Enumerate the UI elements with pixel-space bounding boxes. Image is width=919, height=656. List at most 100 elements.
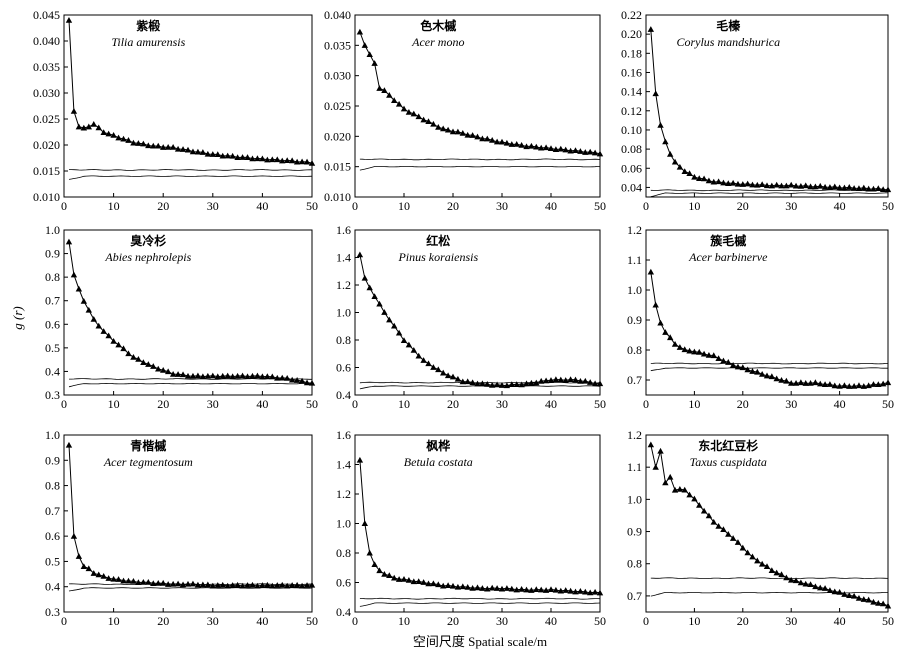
triangle-marker — [449, 582, 457, 589]
triangle-marker — [657, 121, 664, 128]
triangle-marker — [135, 579, 142, 586]
y-tick-label: 0.045 — [33, 8, 60, 22]
triangle-marker — [189, 372, 197, 379]
triangle-marker — [391, 322, 398, 329]
triangle-marker — [130, 139, 137, 146]
triangle-marker — [229, 152, 236, 159]
triangle-marker — [120, 345, 127, 352]
triangle-marker — [479, 135, 486, 142]
triangle-marker — [400, 105, 408, 112]
triangle-marker — [269, 582, 276, 589]
triangle-marker — [194, 581, 202, 588]
triangle-marker — [160, 144, 167, 150]
triangle-marker — [264, 373, 271, 380]
triangle-marker — [538, 586, 545, 593]
triangle-marker — [855, 185, 863, 191]
triangle-marker — [293, 158, 301, 165]
x-tick-label: 30 — [496, 199, 508, 213]
triangle-marker — [459, 129, 466, 136]
triangle-marker — [400, 337, 408, 344]
y-tick-label: 0.22 — [621, 8, 642, 22]
triangle-marker — [518, 585, 525, 592]
plot-frame — [645, 229, 889, 396]
triangle-marker — [562, 146, 569, 153]
triangle-marker — [763, 563, 771, 569]
triangle-marker — [783, 574, 790, 581]
triangle-marker — [169, 580, 177, 587]
triangle-marker — [479, 585, 486, 591]
triangle-marker — [846, 383, 853, 389]
triangle-marker — [758, 181, 766, 188]
y-tick-label: 0.9 — [627, 525, 642, 539]
triangle-marker — [739, 364, 746, 371]
triangle-marker — [259, 155, 266, 162]
triangle-marker — [120, 135, 127, 142]
triangle-marker — [812, 379, 819, 386]
triangle-marker — [464, 378, 471, 385]
triangle-marker — [105, 575, 112, 581]
y-tick-label: 0.015 — [324, 160, 351, 174]
chart-panel-5: 0 10 20 30 40 50 0.4 0.6 0.8 1.0 1.2 1.4 1.6 红松 Pinus … — [336, 223, 606, 411]
triangle-marker — [259, 373, 266, 380]
y-tick-label: 0.14 — [621, 85, 642, 99]
triangle-marker — [715, 355, 722, 362]
triangle-marker — [254, 155, 261, 162]
triangle-marker — [90, 315, 97, 322]
triangle-marker — [303, 582, 311, 588]
triangle-marker — [513, 381, 520, 388]
y-tick-label: 0.8 — [45, 270, 60, 284]
triangle-marker — [547, 145, 555, 151]
x-tick-label: 0 — [61, 614, 67, 628]
x-tick-label: 30 — [207, 614, 219, 628]
triangle-marker — [533, 379, 540, 386]
triangle-marker — [567, 147, 574, 154]
triangle-marker — [110, 575, 117, 582]
triangle-marker — [547, 377, 555, 383]
triangle-marker — [773, 181, 780, 188]
triangle-marker — [415, 113, 422, 120]
triangle-marker — [70, 108, 78, 114]
triangle-marker — [469, 584, 476, 591]
triangle-marker — [821, 183, 829, 190]
panel-title-cn: 毛榛 — [716, 18, 741, 33]
y-tick-label: 0.025 — [33, 112, 60, 126]
triangle-marker — [587, 589, 594, 596]
triangle-marker — [80, 563, 88, 570]
triangle-marker — [831, 588, 838, 595]
triangle-marker — [284, 582, 291, 589]
triangle-marker — [386, 572, 393, 579]
triangle-marker — [542, 144, 550, 151]
triangle-marker — [155, 365, 162, 372]
triangle-marker — [199, 581, 207, 588]
triangle-marker — [303, 379, 311, 386]
observed-line — [650, 444, 889, 607]
triangle-marker — [464, 583, 471, 590]
triangle-marker — [503, 585, 511, 591]
x-tick-label: 0 — [643, 397, 649, 411]
triangle-marker — [513, 140, 520, 147]
x-tick-label: 40 — [834, 614, 846, 628]
y-tick-label: 1.0 — [45, 428, 60, 442]
triangle-marker — [115, 341, 122, 348]
triangle-marker — [763, 372, 771, 379]
triangle-marker — [691, 173, 698, 180]
envelope-upper-line — [650, 577, 889, 579]
triangle-marker — [739, 181, 746, 187]
triangle-marker — [125, 577, 132, 584]
x-tick-label: 0 — [352, 397, 358, 411]
triangle-marker — [155, 579, 162, 586]
triangle-marker — [135, 140, 142, 146]
panels-group: 0 10 20 30 40 50 0.010 0.015 0.020 0.025 0.030 0.03… — [33, 8, 894, 628]
triangle-marker — [425, 360, 432, 367]
y-tick-label: 0.035 — [324, 38, 351, 52]
y-tick-label: 0.5 — [45, 554, 60, 568]
plot-frame — [63, 14, 313, 198]
triangle-marker — [274, 156, 281, 163]
triangle-marker — [498, 382, 506, 388]
y-tick-label: 0.4 — [45, 364, 60, 378]
triangle-marker — [169, 143, 177, 150]
triangle-marker — [850, 383, 858, 389]
triangle-marker — [817, 380, 824, 387]
x-tick-label: 20 — [737, 614, 749, 628]
y-tick-label: 0.010 — [324, 190, 351, 204]
